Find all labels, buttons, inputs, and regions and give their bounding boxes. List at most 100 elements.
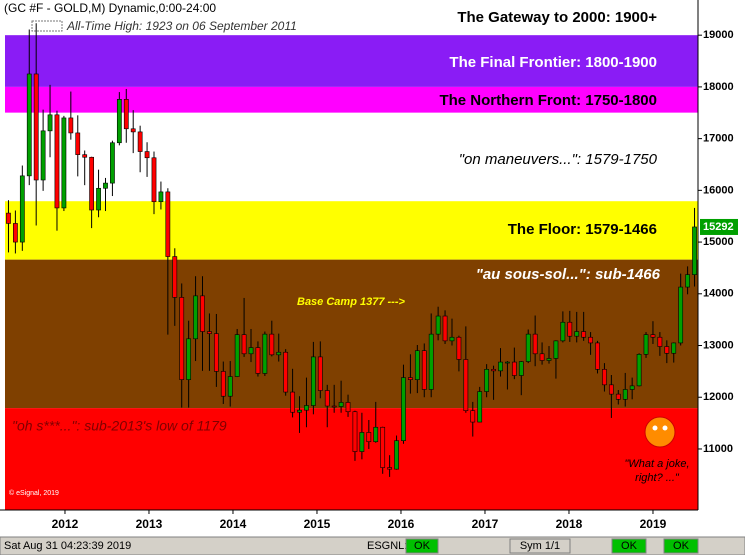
status-sym: Sym 1/1 — [520, 540, 560, 552]
candle-body — [678, 286, 684, 344]
candle-body — [650, 334, 656, 338]
candle-body — [394, 440, 399, 470]
candle-body — [179, 297, 185, 380]
status-ok: OK — [673, 540, 690, 552]
status-ok-box — [611, 538, 647, 554]
candle-body — [151, 157, 157, 203]
candle-body — [498, 361, 503, 372]
zone-label: "on maneuvers...": 1579-1750 — [459, 151, 658, 168]
status-ok: OK — [621, 540, 638, 552]
candle-body — [61, 117, 67, 209]
candle-body — [255, 347, 261, 374]
candle-body — [484, 369, 490, 392]
y-tick-label: 16000 — [703, 184, 734, 196]
candle-body — [103, 182, 108, 189]
candle-body — [553, 340, 559, 359]
ath-note: All-Time High: 1923 on 06 September 2011 — [66, 19, 297, 33]
candle-body — [165, 191, 171, 257]
candle-body — [186, 338, 192, 380]
candle-body — [401, 377, 406, 441]
candle-body — [338, 402, 344, 407]
status-ok-box — [663, 538, 699, 554]
candle-body — [123, 99, 129, 130]
joker-icon — [644, 416, 676, 448]
candle-body — [297, 409, 302, 413]
candle-body — [421, 350, 427, 390]
candle-body — [13, 223, 18, 243]
candle-body — [511, 361, 517, 376]
candle-body — [144, 151, 150, 159]
x-tick-label: 2019 — [640, 517, 667, 531]
candle-body — [477, 391, 483, 423]
zone-label: "au sous-sol...": sub-1466 — [476, 266, 661, 283]
x-tick-label: 2015 — [304, 517, 331, 531]
candle-body — [276, 351, 282, 356]
copyright: © eSignal, 2019 — [9, 489, 59, 497]
y-tick-label: 14000 — [703, 288, 734, 300]
status-sym-box — [509, 538, 571, 554]
y-tick-label: 13000 — [703, 339, 734, 351]
candle-body — [608, 384, 614, 395]
x-tick-label: 2017 — [472, 517, 499, 531]
candle-body — [200, 295, 205, 332]
candle-body — [54, 114, 60, 209]
candle-body — [622, 389, 628, 400]
candle-body — [220, 371, 226, 397]
candle-body — [331, 405, 337, 408]
candle-body — [574, 331, 580, 337]
candle-body — [414, 350, 420, 380]
candle-body — [345, 402, 351, 413]
joker-eye — [652, 425, 658, 431]
ath-icon — [31, 20, 63, 32]
candle-body — [428, 333, 434, 390]
candle-body — [130, 128, 136, 133]
candle-body — [581, 331, 587, 338]
y-tick-label: 18000 — [703, 81, 734, 93]
annotation: right? ..." — [635, 472, 680, 484]
last-price-box — [700, 218, 738, 235]
candle-body — [311, 356, 316, 406]
candle-body — [68, 117, 74, 134]
candle-body — [19, 175, 25, 243]
candle-body — [546, 358, 552, 361]
candle-body — [643, 334, 649, 355]
candle-body — [283, 351, 289, 393]
zone-label: The Gateway to 2000: 1900+ — [457, 9, 657, 26]
x-tick-label: 2014 — [220, 517, 247, 531]
candle-body — [137, 131, 143, 152]
x-tick-label: 2016 — [388, 517, 415, 531]
candle-body — [560, 321, 566, 342]
candle-body — [518, 361, 524, 376]
candle-body — [213, 333, 219, 372]
candle-body — [248, 347, 254, 355]
candle-body — [269, 333, 275, 356]
y-tick-label: 17000 — [703, 133, 734, 145]
candle-body — [491, 369, 496, 372]
zone-label: The Northern Front: 1750-1800 — [439, 92, 657, 109]
joker-eye — [662, 425, 668, 431]
zone-label: "oh s***...": sub-2013's low of 1179 — [12, 418, 227, 434]
y-tick-label: 19000 — [703, 29, 734, 41]
zone-band — [5, 201, 698, 260]
candle-body — [82, 154, 88, 158]
candle-body — [262, 333, 268, 374]
zone-band — [5, 35, 698, 87]
candle-body — [539, 353, 545, 361]
candle-body — [380, 426, 386, 468]
candle-body — [567, 321, 573, 337]
status-feed: ESGNL: — [367, 540, 407, 552]
candle-body — [505, 361, 510, 364]
status-ok-box — [405, 538, 439, 554]
header-box — [0, 0, 250, 17]
candle-body — [602, 369, 607, 386]
y-tick-label: 12000 — [703, 391, 734, 403]
candle-body — [47, 114, 53, 132]
candle-body — [193, 295, 198, 340]
candle-body — [692, 226, 697, 275]
candle-body — [664, 346, 670, 354]
candle-body — [387, 467, 392, 470]
candle-body — [470, 410, 476, 423]
candle-body — [110, 142, 115, 184]
zone-band — [5, 408, 698, 510]
